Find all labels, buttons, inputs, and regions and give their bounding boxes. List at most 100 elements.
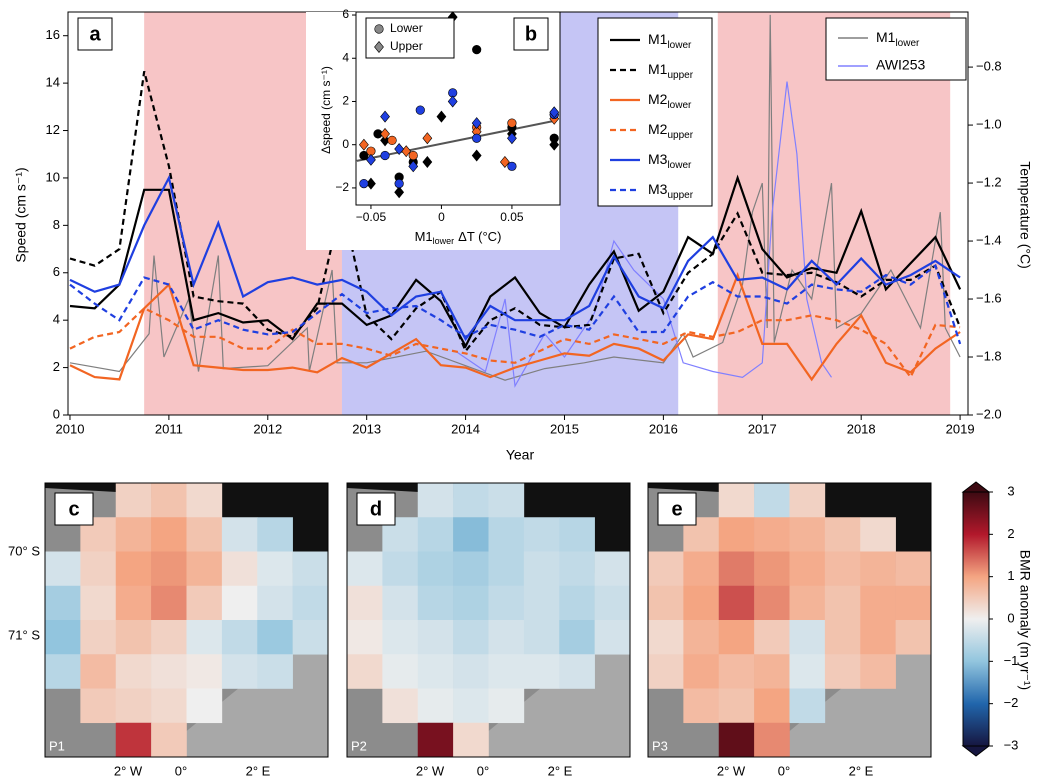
x-axis-label: Year xyxy=(506,447,535,463)
diamond-marker xyxy=(366,153,376,166)
map-cell xyxy=(453,620,489,655)
map-frame xyxy=(44,482,329,758)
map-cell xyxy=(382,688,419,724)
circle-marker xyxy=(380,150,390,161)
map-cell xyxy=(754,483,790,518)
map-cell xyxy=(559,517,595,552)
inset-x-label-rest: ΔT (°C) xyxy=(458,229,501,244)
map-cell xyxy=(221,551,258,587)
legend-label: M3lower xyxy=(648,151,692,171)
period-label: P2 xyxy=(351,738,367,753)
speed-line xyxy=(69,71,962,354)
lon-label: 2° E xyxy=(548,763,573,778)
y-tick-label: 10 xyxy=(46,169,60,184)
inset-legend-label: Upper xyxy=(390,39,423,53)
lon-label: 2° W xyxy=(416,763,445,778)
map-cell xyxy=(648,585,684,621)
map-cell xyxy=(648,551,684,587)
map-cell xyxy=(186,551,223,587)
map-cell xyxy=(417,654,454,689)
legend-label-main: M2 xyxy=(648,91,668,107)
diamond-marker xyxy=(471,117,482,130)
map-cell xyxy=(824,620,861,655)
panel-label-box xyxy=(513,17,549,51)
map-cell xyxy=(186,654,223,689)
y-axis-label: Speed (cm s⁻¹) xyxy=(13,167,29,262)
map-cell xyxy=(453,551,489,587)
map-cell xyxy=(151,654,187,689)
map-cell xyxy=(186,688,223,724)
map-cell xyxy=(115,517,152,552)
inset-legend-box xyxy=(365,17,455,59)
y-tick-label: 0 xyxy=(53,406,60,421)
map-cell xyxy=(754,654,790,689)
circle-marker xyxy=(415,105,425,115)
lon-label: 2° W xyxy=(114,763,143,778)
map-cell xyxy=(115,688,152,724)
map-cell xyxy=(417,483,454,518)
map-cell xyxy=(292,585,329,621)
map-cell xyxy=(45,585,81,621)
panel-label: e xyxy=(671,498,682,520)
map-cell xyxy=(80,620,117,655)
map-cell xyxy=(754,620,790,655)
map-cell xyxy=(824,517,861,552)
map-cell xyxy=(186,620,223,655)
map-cell xyxy=(683,620,720,655)
inset-x-label-sub: lower xyxy=(433,236,455,246)
y2-tick-label: −1.8 xyxy=(976,348,1002,363)
diamond-marker xyxy=(394,186,405,199)
x-tick-label: 2013 xyxy=(352,421,381,436)
lon-label: 0° xyxy=(778,763,790,778)
x-tick-label: 2017 xyxy=(748,421,777,436)
circle-marker xyxy=(472,133,482,143)
colorbar-bottom-extension xyxy=(961,745,991,757)
legend-box xyxy=(597,17,713,207)
y-tick-label: 0 xyxy=(342,137,349,151)
map-cell xyxy=(221,654,258,689)
temperature-line xyxy=(455,81,832,388)
legend-label: M1lower xyxy=(648,31,692,51)
speed-line xyxy=(69,271,961,382)
map-cell xyxy=(382,585,419,621)
diamond-marker xyxy=(380,110,390,123)
map-cell xyxy=(115,620,152,655)
map-cell xyxy=(718,722,755,758)
legend-label-main: M1 xyxy=(648,61,668,77)
map-cell xyxy=(683,654,720,689)
diamond-marker xyxy=(471,149,482,162)
map-cell xyxy=(718,517,755,552)
map-cell xyxy=(895,551,932,587)
map-cell xyxy=(789,620,826,655)
diamond-marker xyxy=(436,110,447,123)
map-cell xyxy=(115,483,152,518)
map-cell xyxy=(382,620,419,655)
map-cell xyxy=(895,585,932,621)
map-cell xyxy=(115,585,152,621)
panel-label-box xyxy=(356,492,396,526)
map-frame xyxy=(346,482,631,758)
x-tick-label: 2018 xyxy=(847,421,876,436)
x-tick-label: 0 xyxy=(438,210,445,224)
x-tick-label: 2019 xyxy=(946,421,975,436)
circle-marker xyxy=(374,24,384,34)
map-cell xyxy=(453,585,489,621)
map-cell xyxy=(151,688,187,724)
legend-label: M3upper xyxy=(648,181,694,201)
inset-x-label-main: M1 xyxy=(415,229,433,244)
lon-label: 2° W xyxy=(717,763,746,778)
map-cell xyxy=(186,585,223,621)
colorbar-top-extension xyxy=(961,481,991,493)
inset-legend-label: Lower xyxy=(390,21,423,35)
map-cell xyxy=(453,483,489,518)
map-cell xyxy=(860,654,896,689)
lat-label: 70° S xyxy=(8,543,40,558)
lon-label: 2° E xyxy=(849,763,874,778)
x-tick-label: 2016 xyxy=(649,421,678,436)
map-cell xyxy=(151,585,187,621)
diamond-marker xyxy=(507,132,517,145)
map-cell xyxy=(789,551,826,587)
y2-tick-label: −1.2 xyxy=(976,174,1002,189)
land-shade xyxy=(45,483,328,603)
